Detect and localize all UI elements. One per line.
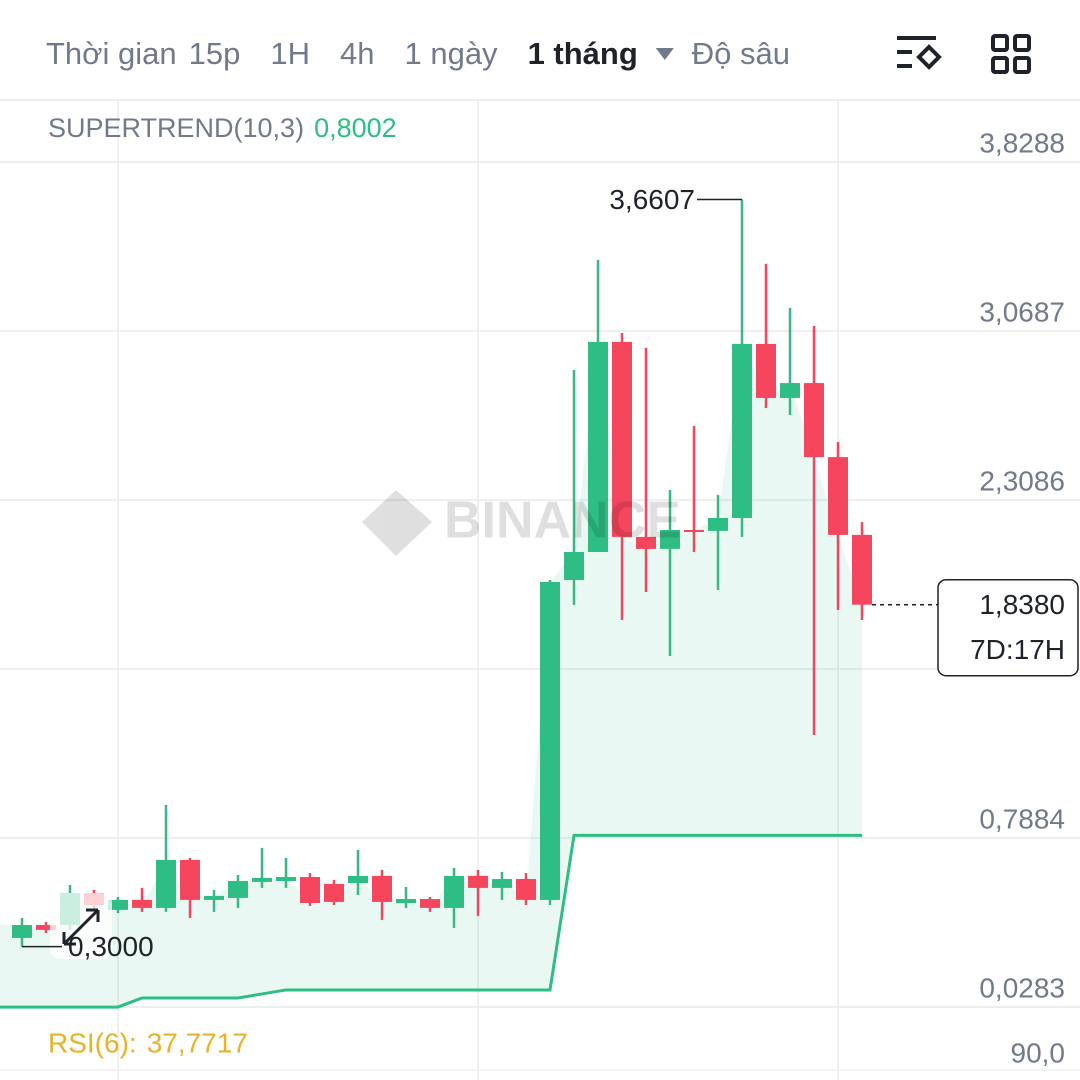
candle-body — [444, 875, 464, 908]
candle-body — [252, 877, 272, 882]
timeframe-tab[interactable]: 4h — [340, 36, 374, 71]
expand-button[interactable] — [50, 893, 112, 959]
candle-body — [108, 899, 128, 910]
candle-body — [492, 879, 512, 888]
candle-body — [588, 341, 608, 553]
candle-body — [708, 517, 728, 531]
candle-body — [372, 875, 392, 902]
icon-diamond — [916, 44, 942, 70]
candle-body — [660, 530, 680, 549]
candle-body — [732, 343, 752, 518]
watermark-logo — [362, 490, 432, 556]
max-label: 3,6607 — [609, 184, 695, 215]
y-tick-label: 2,3086 — [979, 465, 1065, 496]
candle-body — [636, 536, 656, 549]
icon-square — [1013, 34, 1031, 52]
candle-body — [180, 859, 200, 900]
candle-body — [132, 899, 152, 908]
min-label: 0,3000 — [68, 931, 154, 962]
candle-body — [276, 877, 296, 882]
candle-body — [468, 875, 488, 888]
y-tick-label: 0,0283 — [979, 972, 1065, 1003]
candle-body — [852, 534, 872, 605]
plot — [0, 199, 872, 1009]
candle-body — [564, 552, 584, 581]
icon-square — [991, 34, 1009, 52]
candle-body — [684, 530, 704, 533]
icon-square — [991, 56, 1009, 74]
candle-body — [300, 877, 320, 904]
timeframe-tab[interactable]: 1H — [270, 36, 310, 71]
y-tick-label: 3,8288 — [979, 128, 1065, 159]
grid-icon[interactable] — [991, 34, 1031, 74]
candle-body — [36, 925, 56, 930]
candle-body — [612, 341, 632, 537]
rsi-value: 37,7717 — [147, 1027, 248, 1058]
candle-body — [324, 883, 344, 902]
timeframe-tab[interactable]: Độ sâu — [692, 36, 790, 71]
candle-body — [540, 582, 560, 900]
candle-body — [756, 343, 776, 398]
last-price-box — [937, 578, 1079, 677]
indicator-value: 0,8002 — [314, 113, 397, 143]
last-price-label: 1,8380 — [979, 589, 1065, 620]
candle-body — [396, 899, 416, 904]
rsi-name: RSI(6): — [48, 1027, 137, 1058]
rsi-tick-label: 90,0 — [1011, 1037, 1066, 1068]
y-tick-label: 3,0687 — [979, 296, 1065, 327]
expand-arrows — [62, 908, 100, 946]
header: Thời gian 15p 1H 4h 1 ngày 1 tháng Độ sâu — [46, 36, 790, 71]
candle-body — [516, 879, 536, 900]
overlay: 3,6607 0,3000 1,8380 7D:17H SUPERTREND(10,3)… — [0, 113, 1080, 1071]
candle-body — [348, 875, 368, 884]
candle-body — [828, 457, 848, 535]
timeframe-tab[interactable]: 1 tháng — [528, 36, 638, 71]
timeframe-tab[interactable]: 1 ngày — [404, 36, 498, 71]
candle-body — [420, 899, 440, 908]
candle-body — [204, 895, 224, 900]
countdown-label: 7D:17H — [970, 634, 1065, 665]
indicator-name: SUPERTREND(10,3) — [48, 113, 304, 143]
candle-body — [12, 925, 32, 938]
dropdown-arrow — [655, 48, 674, 60]
timeframe-tab[interactable]: 15p — [189, 36, 241, 71]
watermark-text: BINANCE — [444, 492, 681, 550]
y-tick-label: 0,7884 — [979, 803, 1065, 834]
timeframe-tab[interactable]: Thời gian — [46, 36, 177, 71]
candle-body — [156, 859, 176, 908]
icon-square — [1013, 56, 1031, 74]
candle-body — [804, 383, 824, 458]
layout-icon[interactable] — [897, 36, 942, 70]
candle-body — [780, 383, 800, 398]
watermark: BINANCE — [362, 490, 681, 556]
candle-body — [228, 881, 248, 898]
supertrend-line — [0, 833, 862, 1009]
